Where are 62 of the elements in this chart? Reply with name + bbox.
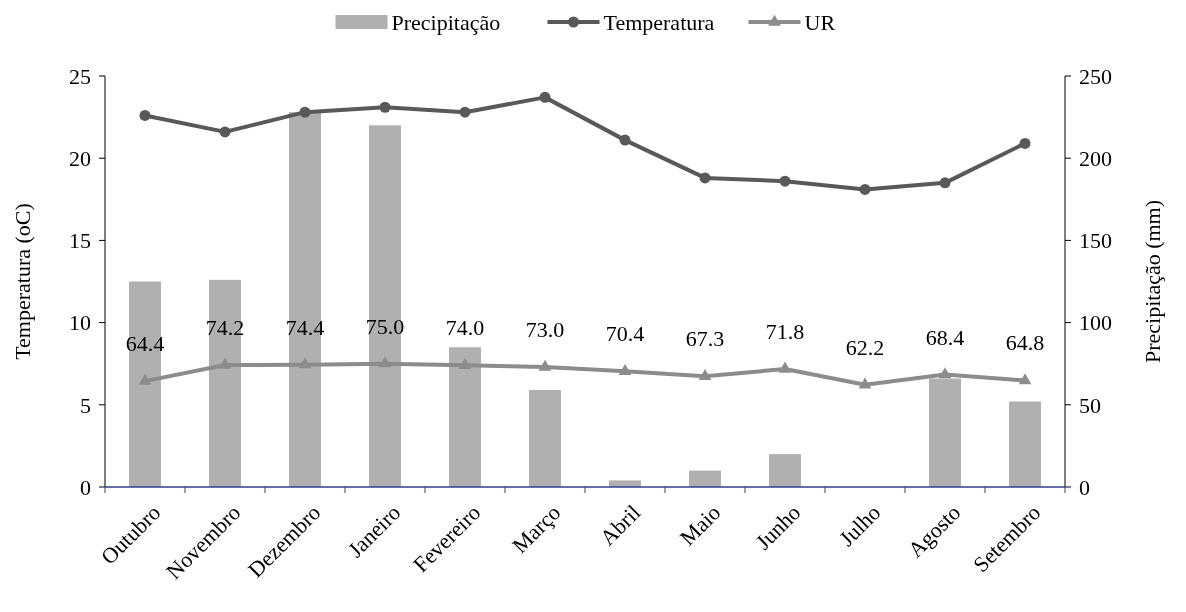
data-label: 71.8 — [765, 318, 805, 344]
point — [1019, 137, 1031, 149]
y-tick-label: 0 — [80, 474, 91, 500]
point — [778, 361, 792, 373]
data-label: 70.4 — [605, 321, 645, 347]
bar — [769, 454, 801, 487]
data-label: 73.0 — [525, 316, 565, 342]
point — [539, 91, 551, 103]
data-label: 68.4 — [925, 324, 965, 350]
point — [138, 373, 152, 385]
y-tick-label: 10 — [69, 310, 91, 336]
bar — [929, 378, 961, 487]
data-label: 74.4 — [285, 314, 325, 340]
data-label: 75.0 — [365, 313, 405, 339]
y-tick-label: 15 — [69, 228, 91, 254]
point — [538, 359, 552, 371]
y2-tick-label: 0 — [1079, 474, 1090, 500]
point — [139, 109, 151, 121]
point — [698, 369, 712, 381]
data-label: 64.4 — [125, 331, 165, 357]
point — [459, 106, 471, 118]
point — [858, 377, 872, 389]
y2-tick-label: 100 — [1079, 310, 1112, 336]
point — [619, 134, 631, 146]
point — [938, 367, 952, 379]
y2-tick-label: 200 — [1079, 145, 1112, 171]
data-label: 74.2 — [205, 315, 245, 341]
bar — [1009, 401, 1041, 487]
y2-axis-title: Precipitação (mm) — [1140, 199, 1165, 364]
bar — [529, 390, 561, 487]
bar — [689, 470, 721, 487]
point — [779, 175, 791, 187]
y-tick-label: 20 — [69, 145, 91, 171]
point — [299, 106, 311, 118]
point — [378, 356, 392, 368]
point — [859, 183, 871, 195]
y-tick-label: 25 — [69, 63, 91, 89]
point — [298, 357, 312, 369]
point — [379, 101, 391, 113]
point — [219, 126, 231, 138]
data-label: 74.0 — [445, 315, 485, 341]
data-label: 64.8 — [1005, 330, 1045, 356]
y2-tick-label: 50 — [1079, 392, 1101, 418]
y2-tick-label: 150 — [1079, 228, 1112, 254]
point — [939, 177, 951, 189]
y-axis-title: Temperatura (oC) — [10, 203, 35, 360]
x-tick-label: Maio — [674, 499, 726, 551]
point — [458, 358, 472, 370]
legend-label: UR — [804, 9, 836, 35]
y-tick-label: 5 — [80, 392, 91, 418]
point — [218, 357, 232, 369]
bar — [209, 279, 241, 487]
legend-label: Precipitação — [391, 9, 501, 35]
data-label: 62.2 — [845, 334, 885, 360]
point — [618, 363, 632, 375]
data-label: 67.3 — [685, 326, 725, 352]
point — [699, 172, 711, 184]
bar — [449, 347, 481, 487]
legend-label: Temperatura — [603, 9, 715, 35]
bar — [609, 480, 641, 487]
y2-tick-label: 250 — [1079, 63, 1112, 89]
point — [1018, 373, 1032, 385]
